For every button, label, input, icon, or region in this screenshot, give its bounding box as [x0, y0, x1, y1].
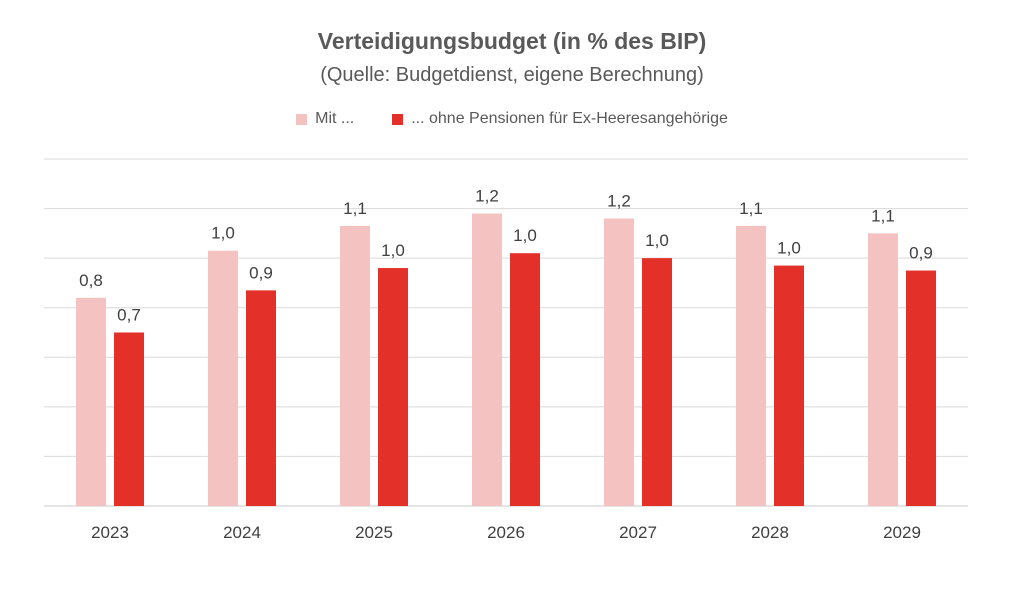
x-tick-label-2026: 2026: [487, 523, 525, 542]
gridlines: [44, 158, 968, 507]
chart-subtitle: (Quelle: Budgetdienst, eigene Berechnung…: [320, 64, 704, 86]
bar-ohne-2026: [510, 253, 540, 506]
legend: Mit ... ... ohne Pensionen für Ex-Heeres…: [0, 110, 1024, 128]
bar-ohne-2023: [114, 332, 144, 506]
data-labels: 0,8 0,7 1,0 0,9 1,1 1,0 1,2 1,0 1,2 1,0 1,1 1,0 1,1 0…: [79, 187, 933, 325]
data-label-ohne-2027: 1,0: [645, 231, 669, 250]
data-label-ohne-2028: 1,0: [777, 239, 801, 258]
x-tick-labels: 2023 2024 2025 2026 2027 2028 2029: [91, 523, 921, 542]
data-label-mit-2025: 1,1: [343, 199, 367, 218]
bar-mit-2028: [736, 225, 766, 506]
data-label-mit-2028: 1,1: [739, 199, 763, 218]
bar-ohne-2027: [642, 258, 672, 506]
bar-mit-2027: [604, 218, 634, 506]
bar-ohne-2029: [906, 270, 936, 506]
bar-mit-2026: [472, 213, 502, 506]
data-label-mit-2024: 1,0: [211, 224, 235, 243]
legend-item-mit: Mit ...: [296, 110, 354, 128]
x-tick-label-2025: 2025: [355, 523, 393, 542]
bar-mit-2025: [340, 225, 370, 506]
data-label-ohne-2023: 0,7: [117, 306, 141, 325]
data-label-mit-2027: 1,2: [607, 191, 631, 210]
data-label-ohne-2029: 0,9: [909, 244, 933, 263]
bar-ohne-2025: [378, 268, 408, 506]
chart-title: Verteidigungsbudget (in % des BIP): [317, 28, 707, 54]
data-label-mit-2026: 1,2: [475, 187, 499, 206]
bar-mit-2024: [208, 250, 238, 506]
legend-swatch-mit: [296, 113, 308, 125]
legend-item-ohne: ... ohne Pensionen für Ex-Heeresangehöri…: [392, 110, 728, 128]
x-tick-label-2027: 2027: [619, 523, 657, 542]
bar-ohne-2024: [246, 290, 276, 506]
bar-mit-2023: [76, 297, 106, 506]
data-label-ohne-2026: 1,0: [513, 226, 537, 245]
legend-swatch-ohne: [392, 113, 404, 125]
data-label-mit-2029: 1,1: [871, 206, 895, 225]
bar-ohne-2028: [774, 265, 804, 506]
legend-label-mit: Mit ...: [315, 110, 355, 127]
bars: [76, 213, 936, 506]
x-tick-label-2023: 2023: [91, 523, 129, 542]
data-label-ohne-2025: 1,0: [381, 241, 405, 260]
x-tick-label-2024: 2024: [223, 523, 261, 542]
legend-label-ohne: ... ohne Pensionen für Ex-Heeresangehöri…: [411, 110, 728, 127]
x-tick-label-2029: 2029: [883, 523, 921, 542]
bar-mit-2029: [868, 233, 898, 506]
data-label-mit-2023: 0,8: [79, 271, 103, 290]
data-label-ohne-2024: 0,9: [249, 263, 273, 282]
x-tick-label-2028: 2028: [751, 523, 789, 542]
